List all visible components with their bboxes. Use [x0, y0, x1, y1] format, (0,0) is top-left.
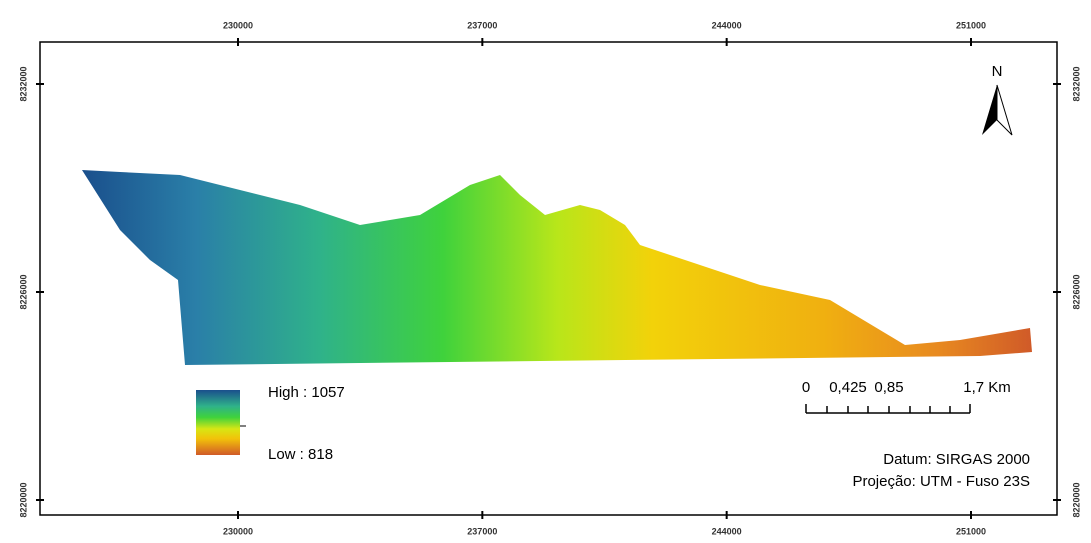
scale-bar	[805, 404, 971, 414]
y-tick-label: 8220000	[1071, 482, 1081, 517]
x-tick-label: 244000	[712, 20, 742, 30]
x-tick-label: 230000	[223, 20, 253, 30]
elevation-raster	[82, 170, 1032, 365]
y-tick-label: 8232000	[1071, 66, 1081, 101]
north-label: N	[992, 63, 1003, 80]
scale-label: 0	[802, 379, 810, 396]
map-frame	[39, 41, 1058, 516]
y-tick-label: 8232000	[18, 66, 28, 101]
legend-ramp	[196, 390, 240, 455]
x-tick-label: 230000	[223, 526, 253, 536]
y-tick-label: 8220000	[18, 482, 28, 517]
scale-label: 0,85	[874, 379, 903, 396]
scale-label: 1,7 Km	[963, 379, 1011, 396]
y-tick-label: 8226000	[18, 274, 28, 309]
x-tick-label: 237000	[467, 526, 497, 536]
datum: Datum: SIRGAS 2000	[883, 451, 1030, 468]
scale-label: 0,425	[829, 379, 867, 396]
legend-low: Low : 818	[268, 446, 333, 463]
x-tick-label: 251000	[956, 20, 986, 30]
legend-high: High : 1057	[268, 384, 345, 401]
north-arrow	[982, 85, 997, 135]
y-tick-label: 8226000	[1071, 274, 1081, 309]
x-tick-label: 244000	[712, 526, 742, 536]
projection: Projeção: UTM - Fuso 23S	[852, 473, 1030, 490]
north-arrow	[996, 84, 1013, 136]
x-tick-label: 251000	[956, 526, 986, 536]
x-tick-label: 237000	[467, 20, 497, 30]
